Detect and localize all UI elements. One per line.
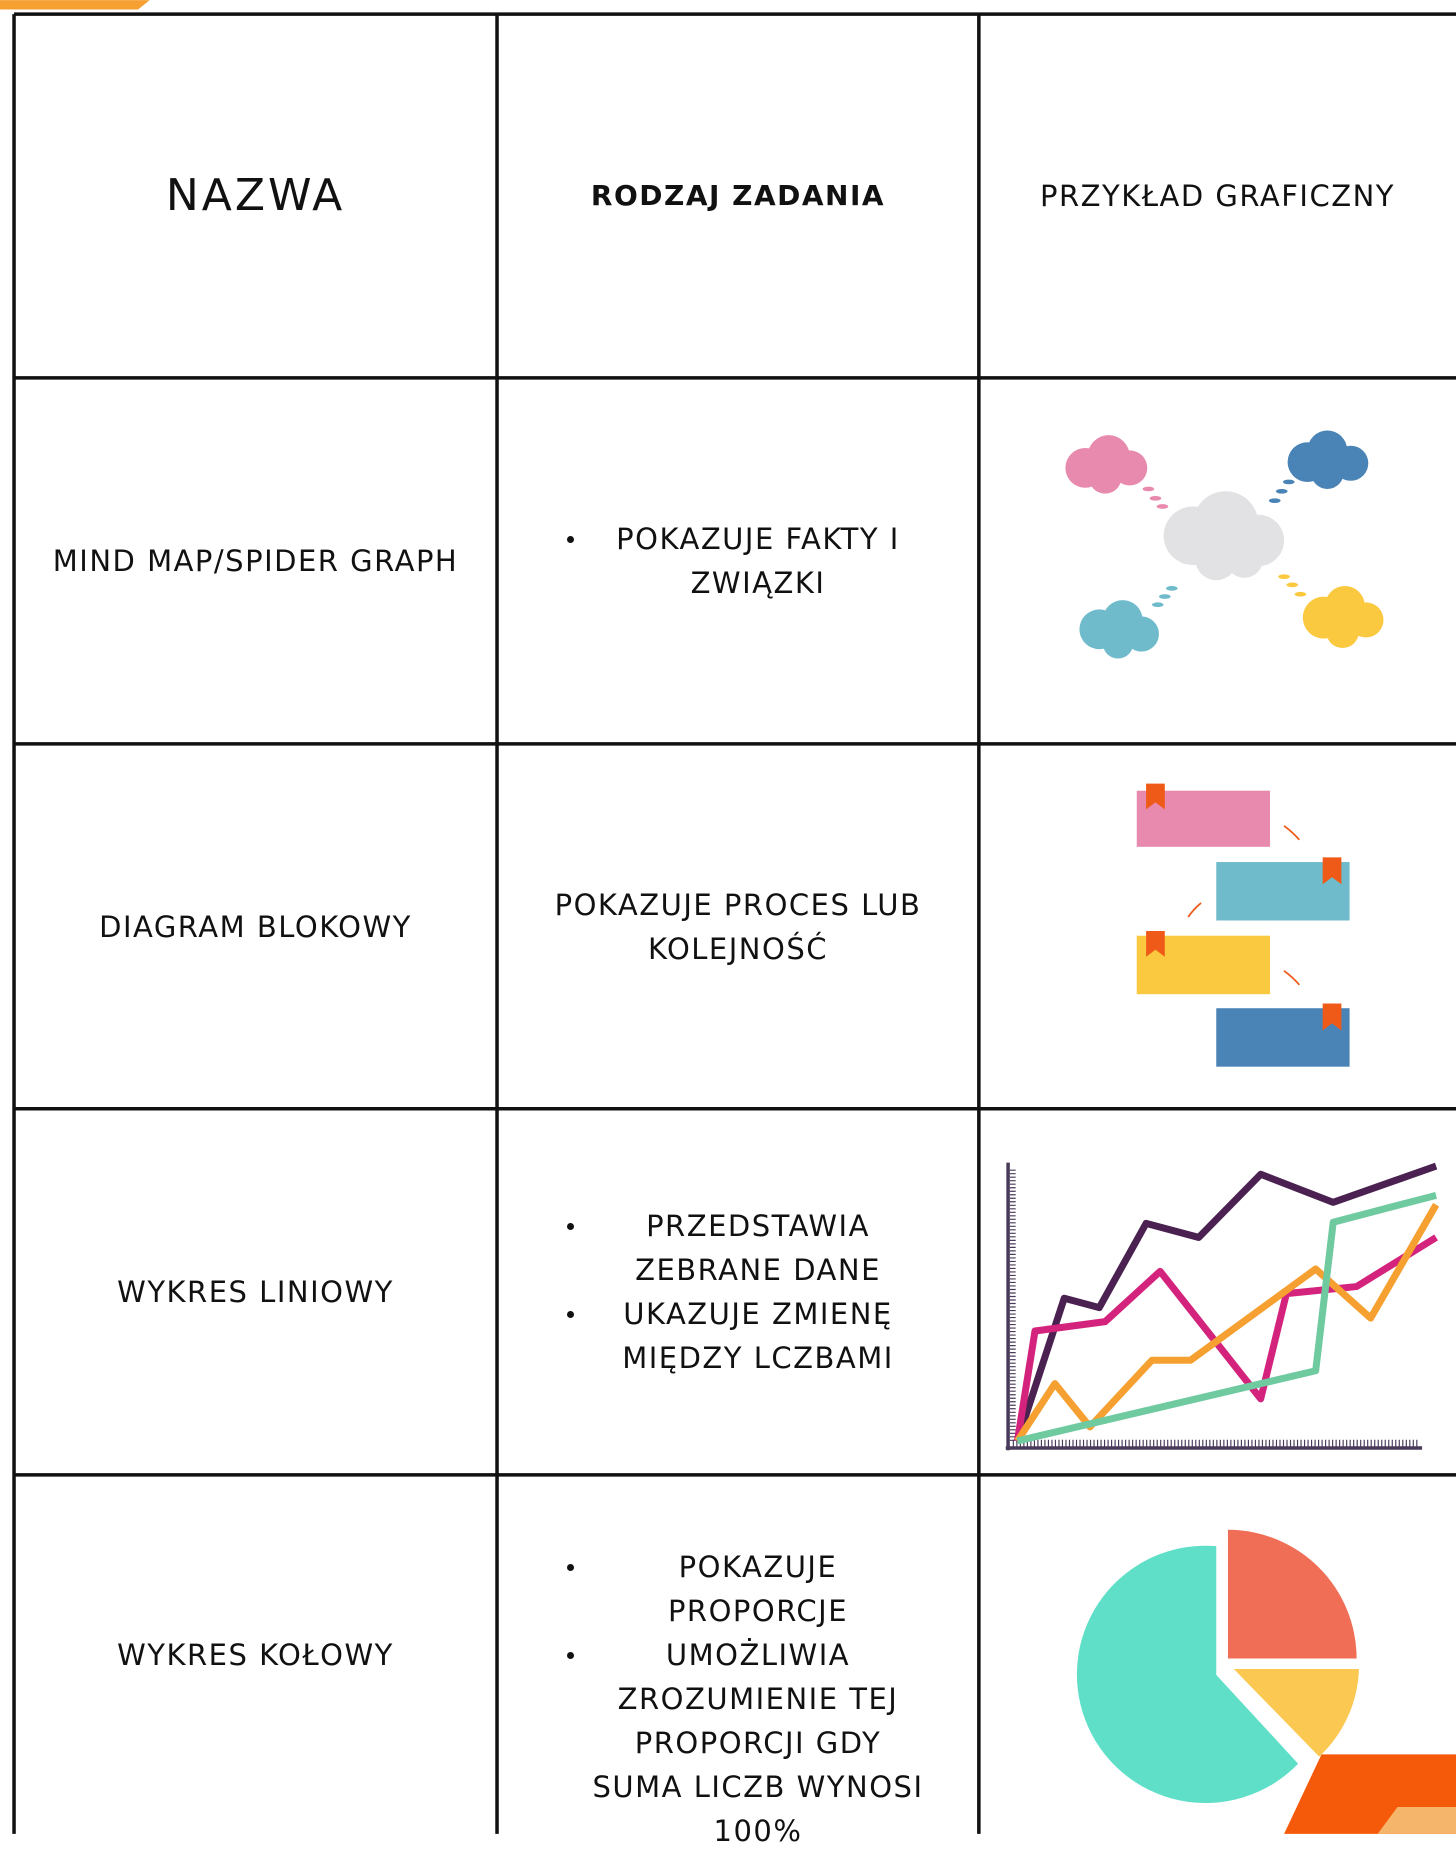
line-chart-illustration	[1005, 1162, 1440, 1451]
mind-map-illustration	[1065, 430, 1384, 659]
header-cell: NAZWA	[165, 170, 346, 221]
header-cell: PRZYKŁAD GRAFICZNY	[1040, 179, 1395, 213]
corner-decoration	[1377, 1806, 1456, 1834]
description-text: POKAZUJE PROCES LUB KOLEJNOŚĆ	[554, 887, 922, 966]
pie-chart-illustration	[1076, 1529, 1359, 1804]
bullet-item: UKAZUJE ZMIENĘ MIĘDZY LCZBAMI	[557, 1292, 959, 1380]
table-grid	[12, 12, 1456, 1834]
bullet-item: PRZEDSTAWIA ZEBRANE DANE	[557, 1204, 959, 1292]
row-name: DIAGRAM BLOKOWY	[99, 909, 412, 944]
bullet-list: POKAZUJE FAKTY I ZWIĄZKI	[517, 517, 959, 605]
row-name: WYKRES LINIOWY	[117, 1275, 394, 1309]
row-description: POKAZUJE FAKTY I ZWIĄZKI	[497, 378, 979, 744]
bullet-list: POKAZUJE PROPORCJE UMOŻLIWIA ZROZUMIENIE …	[517, 1545, 959, 1853]
row-description: POKAZUJE PROPORCJE UMOŻLIWIA ZROZUMIENIE …	[497, 1475, 979, 1848]
corner-decoration	[0, 0, 150, 10]
block-diagram-illustration	[1136, 783, 1350, 1067]
row-description: POKAZUJE PROCES LUB KOLEJNOŚĆ	[497, 744, 979, 1109]
bullet-list: PRZEDSTAWIA ZEBRANE DANE UKAZUJE ZMIENĘ M…	[517, 1204, 959, 1380]
bullet-item: POKAZUJE PROPORCJE	[557, 1545, 959, 1633]
bullet-item: POKAZUJE FAKTY I ZWIĄZKI	[557, 517, 959, 605]
header-cell: RODZAJ ZADANIA	[590, 179, 886, 212]
row-name: WYKRES KOŁOWY	[117, 1637, 394, 1672]
row-name: MIND MAP/SPIDER GRAPH	[52, 544, 459, 578]
row-description: PRZEDSTAWIA ZEBRANE DANE UKAZUJE ZMIENĘ M…	[497, 1109, 979, 1475]
bullet-item: UMOŻLIWIA ZROZUMIENIE TEJ PROPORCJI GDY …	[557, 1633, 959, 1853]
